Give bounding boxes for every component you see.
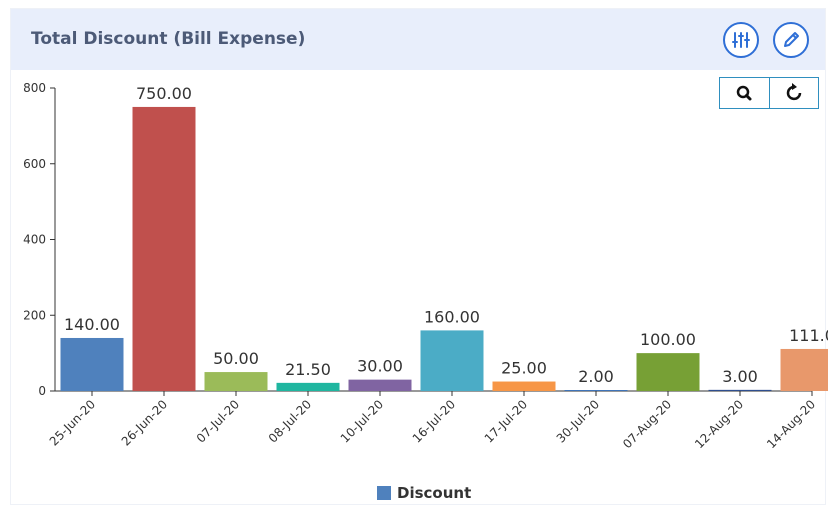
filter-button[interactable]	[723, 22, 759, 58]
bar-30-Jul-20	[564, 390, 628, 391]
edit-button[interactable]	[773, 22, 809, 58]
data-label: 100.00	[640, 330, 696, 349]
zoom-button[interactable]	[720, 78, 769, 108]
y-tick-label: 600	[23, 157, 46, 171]
y-tick-label: 800	[23, 81, 46, 95]
legend-swatch	[377, 486, 391, 500]
y-tick-label: 400	[23, 233, 46, 247]
bar-07-Aug-20	[636, 353, 700, 391]
x-tick-label: 12-Aug-20	[692, 397, 746, 451]
panel-header: Total Discount (Bill Expense)	[11, 9, 825, 70]
x-tick-label: 07-Jul-20	[194, 397, 242, 445]
bar-10-Jul-20	[348, 379, 412, 391]
x-tick-label: 16-Jul-20	[410, 397, 458, 445]
data-label: 2.00	[578, 367, 614, 386]
bar-12-Aug-20	[708, 389, 772, 391]
x-tick-label: 10-Jul-20	[338, 397, 386, 445]
bar-17-Jul-20	[492, 381, 556, 391]
zoom-divider	[769, 78, 770, 108]
panel-title: Total Discount (Bill Expense)	[31, 29, 306, 49]
data-label: 140.00	[64, 315, 120, 334]
bar-26-Jun-20	[132, 106, 196, 391]
data-label: 3.00	[722, 367, 758, 386]
x-tick-label: 25-Jun-20	[47, 397, 98, 448]
legend-label: Discount	[397, 484, 472, 502]
bar-07-Jul-20	[204, 372, 268, 391]
x-tick-label: 17-Jul-20	[482, 397, 530, 445]
data-label: 160.00	[424, 307, 480, 326]
sliders-icon	[732, 32, 750, 48]
data-label: 30.00	[357, 357, 403, 376]
data-label: 750.00	[136, 84, 192, 103]
refresh-icon	[786, 83, 802, 101]
search-icon	[736, 85, 752, 101]
data-label: 21.50	[285, 360, 331, 379]
data-label: 50.00	[213, 349, 259, 368]
x-tick-label: 14-Aug-20	[764, 397, 818, 451]
bar-08-Jul-20	[276, 382, 340, 391]
y-tick-label: 200	[23, 308, 46, 322]
x-tick-label: 07-Aug-20	[620, 397, 674, 451]
bar-14-Aug-20	[780, 348, 828, 391]
bar-25-Jun-20	[60, 337, 124, 391]
y-tick-label: 0	[38, 384, 46, 398]
x-tick-label: 08-Jul-20	[266, 397, 314, 445]
x-tick-label: 26-Jun-20	[119, 397, 170, 448]
x-tick-label: 30-Jul-20	[554, 397, 602, 445]
data-label: 111.0	[789, 326, 828, 345]
zoom-toolbar	[719, 77, 819, 109]
data-label: 25.00	[501, 359, 547, 378]
pencil-icon	[784, 32, 799, 47]
reset-zoom-button[interactable]	[770, 78, 819, 108]
bar-16-Jul-20	[420, 330, 484, 391]
